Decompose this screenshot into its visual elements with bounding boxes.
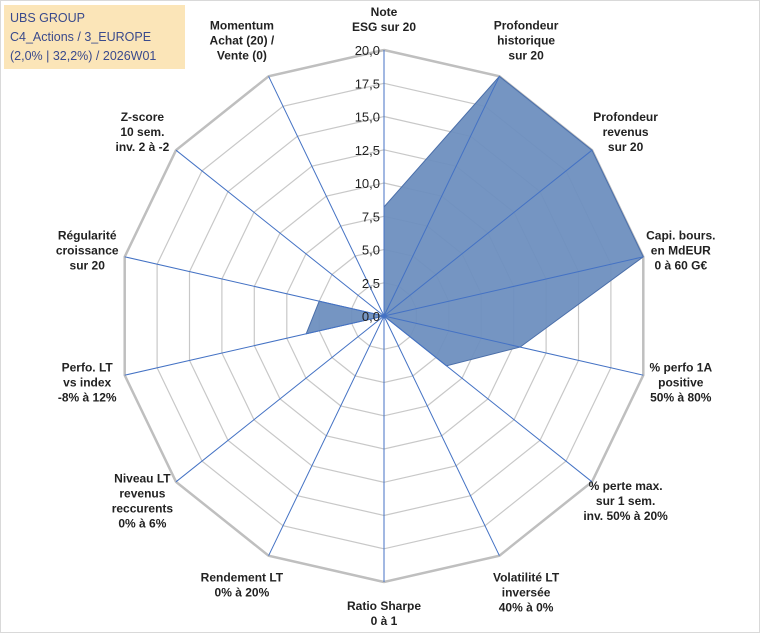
axis-label-line: positive bbox=[658, 375, 704, 389]
tick-label: 2,5 bbox=[362, 276, 380, 291]
spoke bbox=[268, 76, 385, 317]
tick-label: 15,0 bbox=[355, 110, 380, 125]
axis-label-line: revenus bbox=[603, 125, 649, 139]
info-title: UBS GROUP bbox=[10, 11, 86, 25]
axis-label-line: Capi. bours. bbox=[646, 229, 715, 243]
axis-label-line: historique bbox=[497, 33, 555, 47]
axis-label-line: Momentum bbox=[210, 18, 274, 32]
spoke bbox=[175, 315, 385, 483]
info-box: UBS GROUP C4_Actions / 3_EUROPE (2,0% | … bbox=[4, 5, 185, 69]
info-category: C4_Actions / 3_EUROPE bbox=[10, 30, 152, 44]
tick-label: 5,0 bbox=[362, 243, 380, 258]
spoke bbox=[124, 315, 385, 376]
axis-label-line: sur 20 bbox=[508, 48, 544, 62]
axis-label-line: 0 à 1 bbox=[371, 614, 398, 628]
radar-spokes bbox=[124, 50, 644, 582]
axis-label: Rendement LT0% à 20% bbox=[201, 571, 284, 600]
tick-label: 10,0 bbox=[355, 176, 380, 191]
spoke bbox=[383, 76, 500, 317]
axis-label-line: inv. 2 à -2 bbox=[115, 140, 169, 154]
tick-label: 12,5 bbox=[355, 143, 380, 158]
axis-label-line: 0% à 20% bbox=[215, 586, 270, 600]
axis-label-line: revenus bbox=[119, 487, 165, 501]
axis-label-line: 40% à 0% bbox=[499, 601, 554, 615]
tick-label: 17,5 bbox=[355, 76, 380, 91]
axis-label-line: vs index bbox=[63, 375, 111, 389]
axis-label-line: Vente (0) bbox=[217, 48, 267, 62]
axis-label-line: inv. 50% à 20% bbox=[583, 509, 668, 523]
axis-label: % perte max.sur 1 sem.inv. 50% à 20% bbox=[583, 479, 668, 523]
axis-label-line: Perfo. LT bbox=[62, 360, 114, 374]
axis-label-line: 50% à 80% bbox=[650, 390, 712, 404]
axis-label-line: sur 1 sem. bbox=[596, 494, 655, 508]
axis-label-line: 0 à 60 G€ bbox=[654, 259, 707, 273]
tick-label: 7,5 bbox=[362, 209, 380, 224]
axis-label-line: Niveau LT bbox=[114, 472, 171, 486]
axis-label-line: 0% à 6% bbox=[118, 517, 166, 531]
spoke bbox=[383, 315, 644, 376]
info-stats: (2,0% | 32,2%) / 2026W01 bbox=[10, 49, 157, 63]
axis-label-line: sur 20 bbox=[70, 259, 106, 273]
axis-label-line: Profondeur bbox=[494, 18, 559, 32]
axis-label-line: % perte max. bbox=[589, 479, 663, 493]
axis-label-line: ESG sur 20 bbox=[352, 20, 416, 34]
spoke bbox=[175, 149, 385, 317]
spoke bbox=[383, 149, 593, 317]
radar-tick-labels: 0,0 2,5 5,0 7,5 10,0 12,5 15,0 17,5 20,0 bbox=[355, 43, 380, 324]
tick-label: 0,0 bbox=[362, 309, 380, 324]
axis-label-line: Régularité bbox=[58, 229, 117, 243]
axis-label-line: Rendement LT bbox=[201, 571, 284, 585]
spoke bbox=[383, 256, 644, 317]
axis-label-line: Note bbox=[371, 5, 398, 19]
axis-label-line: Ratio Sharpe bbox=[347, 599, 421, 613]
spoke bbox=[268, 315, 385, 556]
axis-label-line: % perfo 1A bbox=[649, 360, 712, 374]
axis-label-line: inversée bbox=[502, 586, 551, 600]
tick-label: 20,0 bbox=[355, 43, 380, 58]
axis-label-line: sur 20 bbox=[608, 140, 644, 154]
axis-label-line: croissance bbox=[56, 244, 119, 258]
spoke bbox=[124, 256, 385, 317]
axis-label-line: Profondeur bbox=[593, 110, 658, 124]
axis-label-line: reccurents bbox=[112, 502, 174, 516]
axis-label-line: Z-score bbox=[121, 110, 165, 124]
spoke bbox=[383, 315, 500, 556]
axis-label-line: 10 sem. bbox=[120, 125, 164, 139]
axis-label-line: -8% à 12% bbox=[58, 390, 117, 404]
spoke bbox=[383, 315, 593, 483]
axis-label-line: en MdEUR bbox=[651, 244, 711, 258]
axis-label-line: Volatilité LT bbox=[493, 571, 560, 585]
axis-label-line: Achat (20) / bbox=[210, 33, 275, 47]
